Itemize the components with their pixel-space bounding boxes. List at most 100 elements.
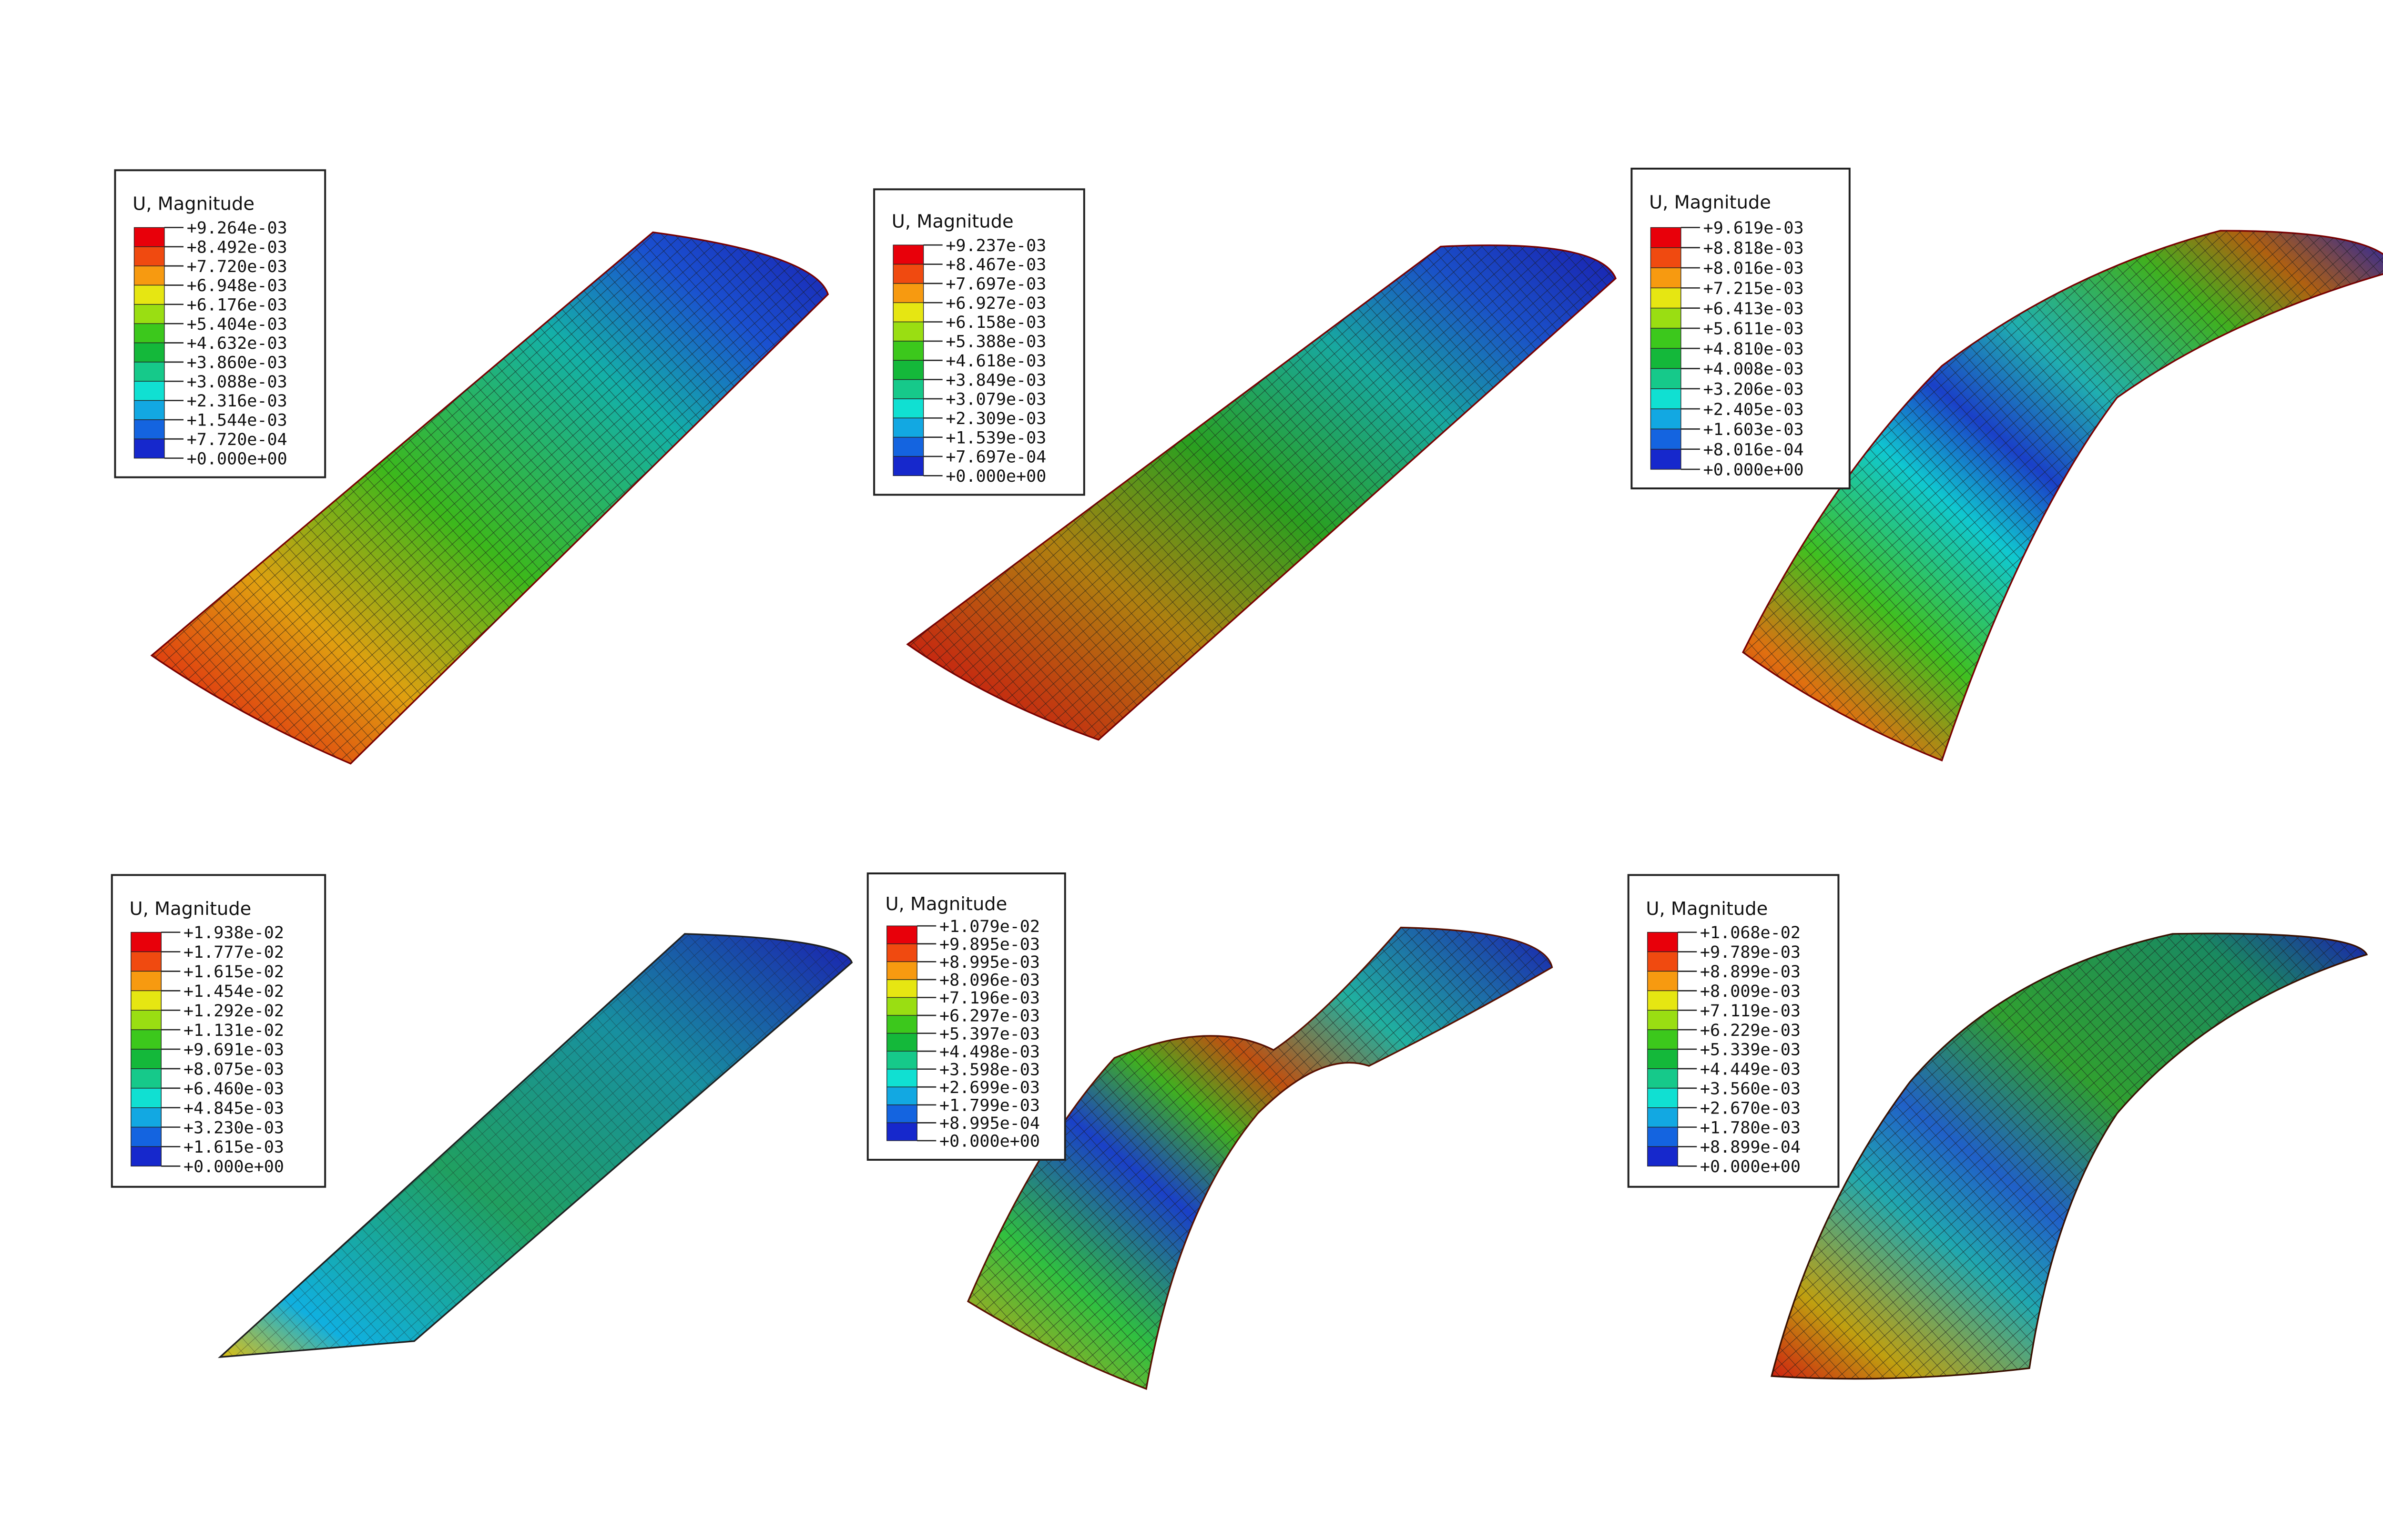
legend-color-swatch (886, 979, 917, 998)
legend-value: +0.000e+00 (939, 1132, 1040, 1151)
legend-color-swatch (1647, 971, 1678, 991)
legend-color-swatch (1650, 448, 1681, 470)
legend-value: +6.229e-03 (1700, 1021, 1801, 1040)
legend-value: +2.670e-03 (1700, 1098, 1801, 1118)
legend-color-swatch (1647, 1146, 1678, 1167)
legend-color-swatch (893, 321, 924, 342)
legend-value: +0.000e+00 (946, 466, 1046, 486)
legend-value: +1.938e-02 (183, 923, 284, 942)
legend-value: +8.995e-03 (939, 952, 1040, 972)
legend-value: +5.611e-03 (1703, 319, 1804, 339)
legend-value: +1.454e-02 (183, 982, 284, 1001)
legend-color-swatch (133, 265, 165, 286)
legend-value: +5.404e-03 (187, 314, 287, 334)
legend-color-swatch (893, 436, 924, 457)
legend-color-swatch (1650, 328, 1681, 349)
legend-value: +1.780e-03 (1700, 1118, 1801, 1137)
legend-value: +9.691e-03 (183, 1040, 284, 1060)
legend-value: +2.699e-03 (939, 1078, 1040, 1097)
legend-color-swatch (131, 1088, 162, 1108)
legend-value: +8.899e-03 (1700, 962, 1801, 982)
legend-color-swatch (893, 360, 924, 380)
legend-color-swatch (886, 1122, 917, 1141)
legend-color-swatch (1650, 267, 1681, 288)
legend-color-swatch (886, 1104, 917, 1124)
legend-color-swatch (133, 342, 165, 363)
legend-color-swatch (1647, 1126, 1678, 1147)
wing-model-4 (218, 933, 853, 1358)
legend-color-swatch (893, 283, 924, 303)
legend-value: +3.598e-03 (939, 1060, 1040, 1079)
legend-color-swatch (1647, 1068, 1678, 1089)
legend-value: +9.619e-03 (1703, 218, 1804, 238)
legend-value: +0.000e+00 (1703, 460, 1804, 480)
legend-color-swatch (131, 1010, 162, 1030)
legend-value: +4.632e-03 (187, 334, 287, 353)
legend-value: +4.810e-03 (1703, 339, 1804, 359)
legend-value: +8.096e-03 (939, 971, 1040, 990)
legend-value: +1.615e-02 (183, 962, 284, 982)
legend-title: U, Magnitude (132, 193, 255, 215)
legend-color-swatch (133, 438, 165, 459)
legend-color-swatch (886, 943, 917, 962)
legend-value: +8.016e-04 (1703, 440, 1804, 459)
legend-value: +6.413e-03 (1703, 299, 1804, 318)
wing-model-1 (150, 231, 829, 765)
legend-value: +2.316e-03 (187, 391, 287, 411)
legend-color-swatch (886, 1015, 917, 1034)
legend-value: +3.206e-03 (1703, 379, 1804, 399)
legend-value: +1.799e-03 (939, 1096, 1040, 1115)
legend-color-swatch (131, 951, 162, 972)
legend-color-swatch (133, 400, 165, 420)
legend-value: +7.720e-03 (187, 257, 287, 276)
legend-value: +0.000e+00 (183, 1157, 284, 1176)
legend-value: +1.615e-03 (183, 1137, 284, 1157)
legend-color-swatch (1647, 990, 1678, 1011)
legend-value: +3.849e-03 (946, 370, 1046, 390)
legend-color-swatch (131, 1068, 162, 1089)
legend-color-swatch (893, 341, 924, 361)
legend-color-swatch (886, 925, 917, 944)
wing-model-3 (1741, 230, 2383, 762)
legend-color-swatch (1650, 348, 1681, 369)
legend-color-swatch (1647, 1107, 1678, 1128)
legend-color-swatch (893, 302, 924, 323)
legend-value: +9.237e-03 (946, 236, 1046, 255)
legend-color-swatch (1650, 408, 1681, 430)
legend-color-swatch (1647, 1010, 1678, 1030)
legend-color-swatch (886, 1086, 917, 1105)
legend-color-swatch (1650, 368, 1681, 389)
legend-value: +8.009e-03 (1700, 982, 1801, 1001)
legend-title: U, Magnitude (1646, 898, 1768, 920)
legend-value: +1.539e-03 (946, 428, 1046, 447)
legend-value: +1.068e-02 (1700, 923, 1801, 942)
legend-title: U, Magnitude (1649, 192, 1771, 213)
legend-value: +9.895e-03 (939, 934, 1040, 954)
legend-value: +9.789e-03 (1700, 942, 1801, 962)
legend-color-swatch (131, 932, 162, 952)
legend-color-swatch (131, 1126, 162, 1147)
legend-color-swatch (893, 398, 924, 418)
legend-color-swatch (1647, 1088, 1678, 1108)
legend-value: +3.088e-03 (187, 372, 287, 392)
legend-color-swatch (1650, 428, 1681, 450)
wing-model-2 (906, 244, 1617, 741)
legend-value: +3.079e-03 (946, 390, 1046, 409)
legend-color-swatch (131, 1107, 162, 1128)
legend-color-swatch (1650, 307, 1681, 329)
legend-value: +1.603e-03 (1703, 420, 1804, 439)
legend-value: +3.560e-03 (1700, 1079, 1801, 1098)
legend-color-swatch (1647, 1049, 1678, 1069)
legend-color-swatch (131, 1029, 162, 1050)
legend-value: +5.339e-03 (1700, 1040, 1801, 1060)
legend-color-swatch (133, 227, 165, 247)
legend-value: +2.309e-03 (946, 409, 1046, 428)
legend-value: +1.131e-02 (183, 1021, 284, 1040)
legend-color-swatch (133, 284, 165, 305)
legend-color-swatch (133, 419, 165, 439)
legend-title: U, Magnitude (885, 893, 1007, 915)
legend-color-swatch (131, 990, 162, 1011)
legend-color-swatch (133, 323, 165, 344)
legend-color-swatch (131, 1146, 162, 1167)
